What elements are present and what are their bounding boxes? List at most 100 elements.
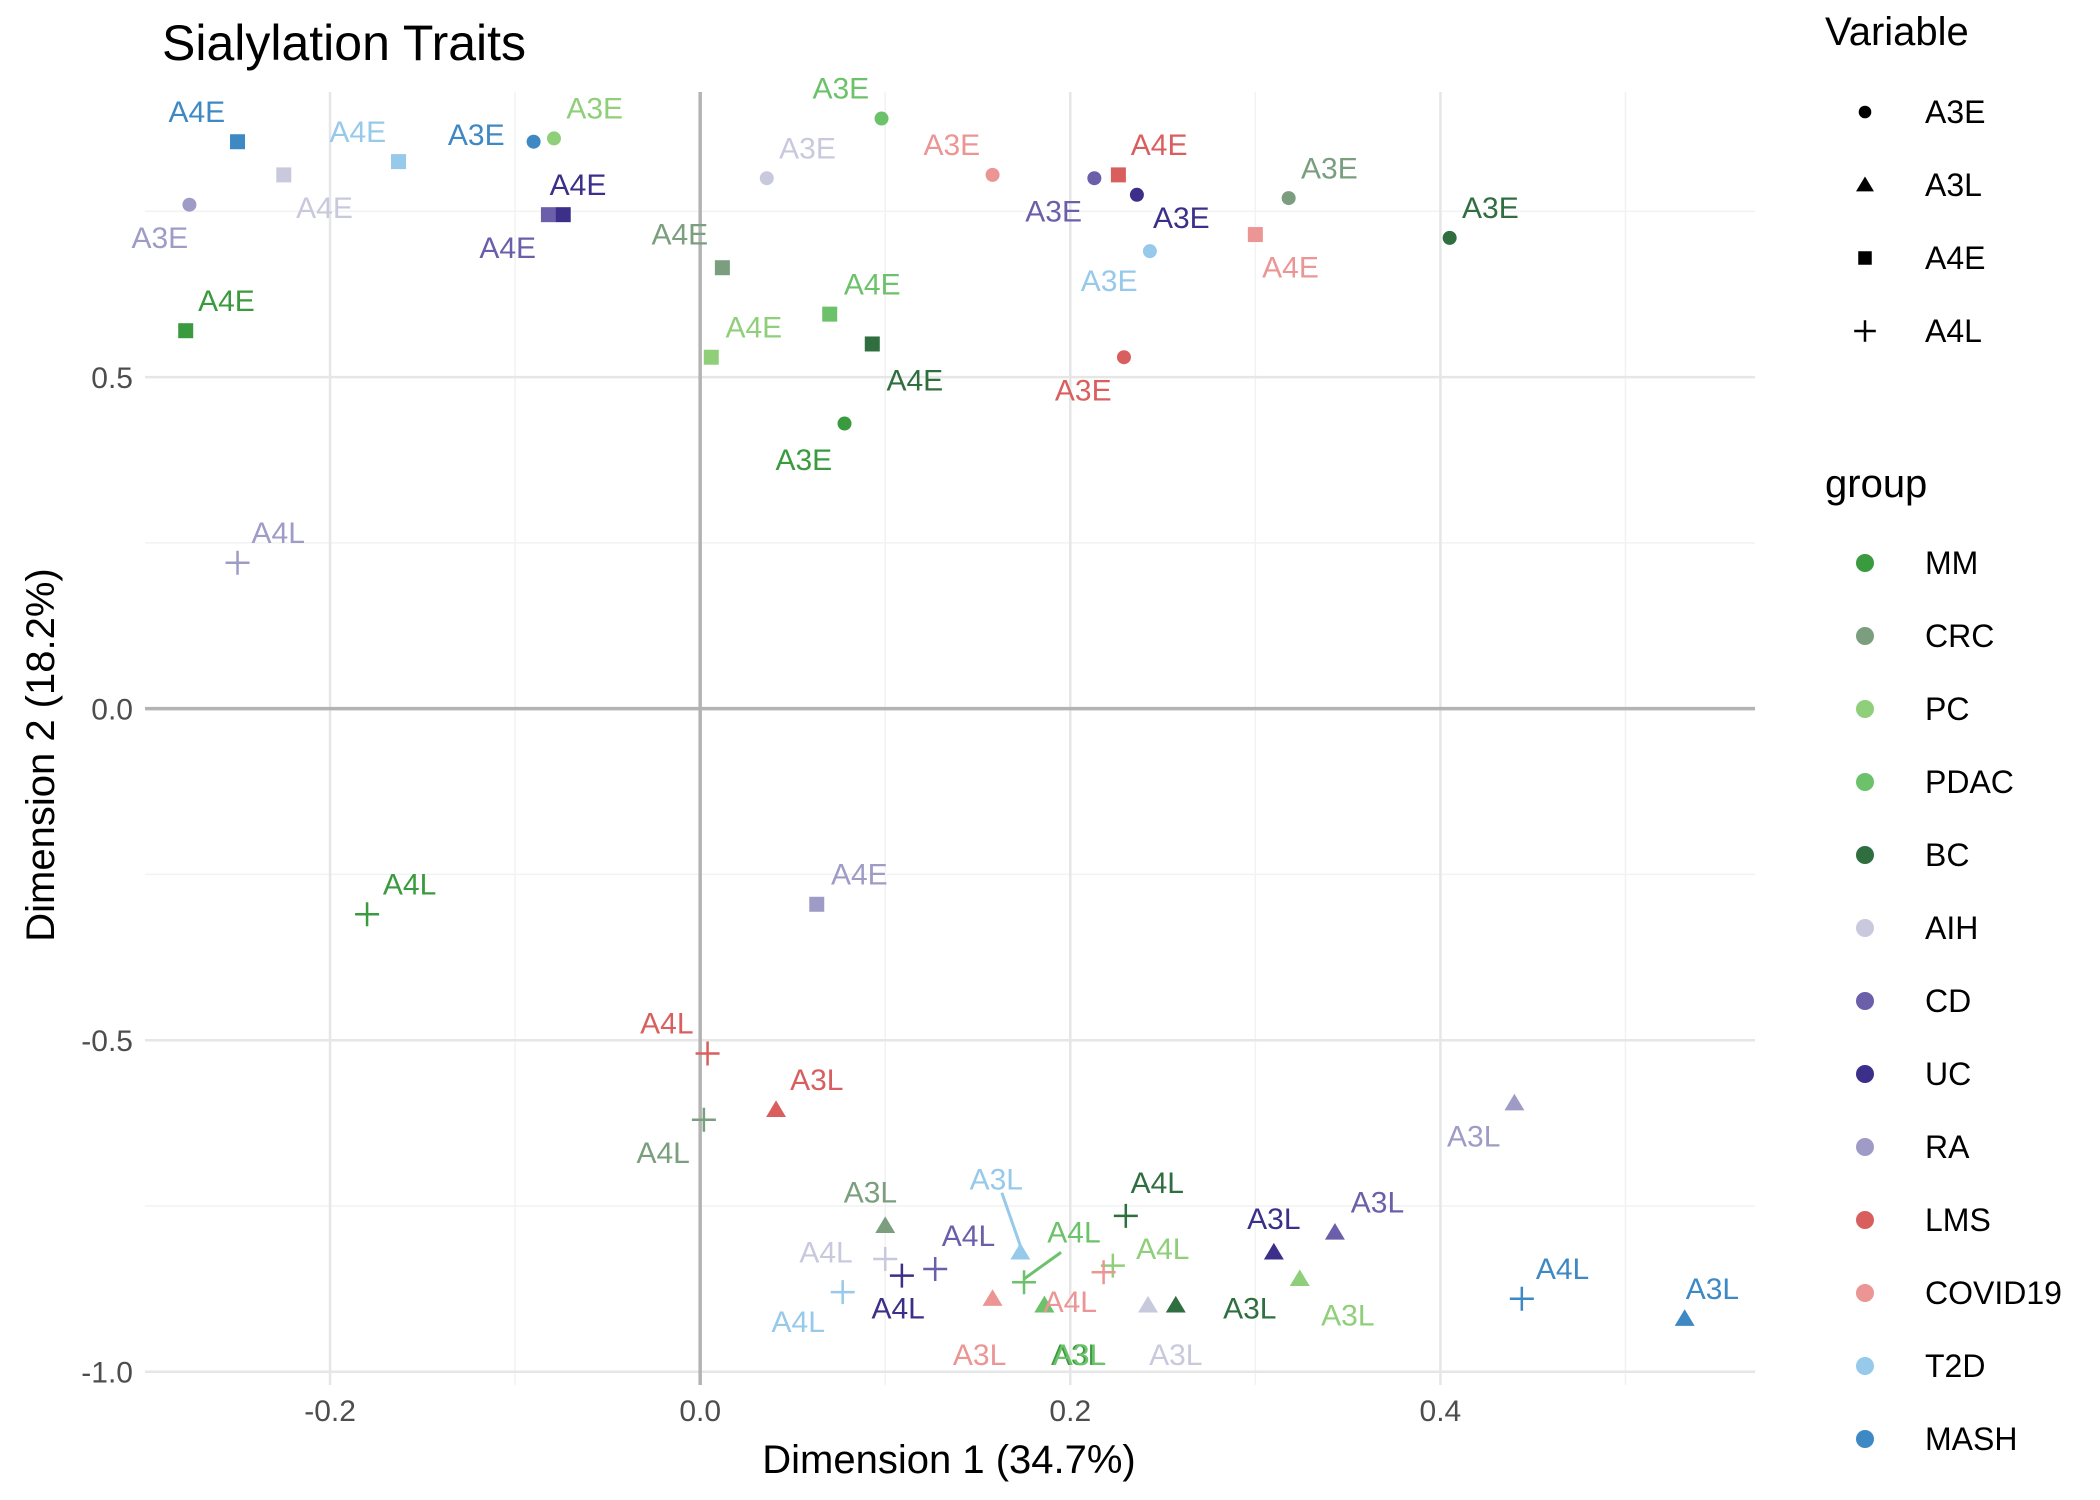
point-ra-a3e — [182, 197, 197, 212]
point-label-covid19-a4l: A4L — [1044, 1286, 1097, 1319]
point-pc-a3e — [546, 131, 561, 146]
legend-swatch-crc — [1856, 627, 1874, 645]
point-uc-a3e — [1129, 187, 1144, 202]
legend-group-label: BC — [1925, 837, 1969, 873]
point-ra-a4l — [225, 550, 250, 575]
point-label-aih-a3e: A3E — [779, 132, 836, 165]
point-covid19-a4l — [1091, 1260, 1116, 1285]
point-ra-a4e — [809, 896, 825, 912]
point-mash-a3e — [526, 134, 541, 149]
point-mash-a4l — [1509, 1286, 1534, 1311]
point-covid19-a3e — [985, 167, 1000, 182]
legend-group-label: AIH — [1925, 910, 1978, 946]
point-label-ra-a3l: A3L — [1447, 1120, 1500, 1153]
point-covid19-a4e — [1247, 227, 1263, 243]
y-tick-label: 0.5 — [91, 362, 133, 395]
connector-t2d — [1000, 1192, 1022, 1247]
point-aih-a3e — [759, 171, 774, 186]
legend-group-label: MASH — [1925, 1421, 2017, 1457]
point-label-pc-a3e: A3E — [566, 93, 623, 126]
point-label-t2d-a4l: A4L — [772, 1306, 825, 1339]
x-tick-label: -0.2 — [304, 1395, 356, 1428]
point-t2d-a4l — [830, 1280, 855, 1305]
point-label-uc-a3l: A3L — [1247, 1203, 1300, 1236]
point-label-covid19-a3e: A3E — [923, 129, 980, 162]
point-label-uc-a4e: A4E — [550, 169, 607, 202]
legend-key-a3e — [1858, 105, 1872, 119]
legend-group-title: group — [1825, 462, 1927, 506]
point-label-cd-a4e: A4E — [479, 232, 536, 265]
legend-group-label: RA — [1925, 1129, 1970, 1165]
point-pc-a4l — [1100, 1253, 1125, 1278]
point-label-mm-a4e: A4E — [198, 285, 255, 318]
point-mash-a4e — [230, 134, 246, 150]
point-label-crc-a4e: A4E — [651, 219, 708, 252]
point-label-mm-a3l: A3L — [1051, 1339, 1104, 1372]
point-label-covid19-a4e: A4E — [1262, 252, 1319, 285]
x-tick-label: 0.2 — [1049, 1395, 1091, 1428]
point-label-pc-a4e: A4E — [725, 311, 782, 344]
point-uc-a4e — [555, 207, 571, 223]
point-label-crc-a4l: A4L — [636, 1137, 689, 1170]
point-cd-a4e — [540, 207, 556, 223]
point-label-pdac-a4e: A4E — [844, 268, 901, 301]
point-crc-a4l — [691, 1107, 716, 1132]
legend-group-label: PDAC — [1925, 764, 2014, 800]
legend-group-label: UC — [1925, 1056, 1971, 1092]
point-label-uc-a3e: A3E — [1153, 202, 1210, 235]
point-aih-a3l — [1138, 1295, 1158, 1313]
zero-lines — [145, 92, 1755, 1385]
point-lms-a4l — [695, 1041, 720, 1066]
legend-swatch-mm — [1856, 554, 1874, 572]
legend-swatch-cd — [1856, 992, 1874, 1010]
point-mm-a4l — [355, 902, 380, 927]
data-points — [178, 111, 1695, 1326]
point-t2d-a3l — [1010, 1242, 1031, 1260]
point-covid19-a3l — [982, 1289, 1003, 1306]
point-mash-a3l — [1674, 1309, 1695, 1326]
legend-variable-label: A4L — [1925, 313, 1982, 349]
x-tick-label: 0.0 — [679, 1395, 721, 1428]
point-label-lms-a3e: A3E — [1055, 374, 1112, 407]
point-label-aih-a4l: A4L — [799, 1236, 852, 1269]
point-label-bc-a3l: A3L — [1223, 1293, 1276, 1326]
point-cd-a3l — [1324, 1222, 1345, 1240]
point-pdac-a3l — [1034, 1295, 1055, 1313]
legend-variable-label: A3E — [1925, 94, 1985, 130]
legend-swatch-pc — [1856, 700, 1874, 718]
plot-panel: A3E A3L A4E A4L A3E A3L A4E A4L A3E A3L A4E A4L A3E A… — [131, 73, 1755, 1385]
y-tick-label: -0.5 — [81, 1025, 133, 1058]
point-aih-a4e — [276, 167, 292, 183]
point-label-pdac-a3l: A3L — [1053, 1339, 1106, 1372]
point-label-mash-a3l: A3L — [1686, 1273, 1739, 1306]
point-cd-a4l — [923, 1256, 948, 1281]
point-label-lms-a4l: A4L — [640, 1008, 693, 1041]
point-pdac-a4e — [822, 306, 838, 322]
point-t2d-a4e — [391, 154, 407, 170]
point-pc-a4e — [703, 349, 719, 365]
legend-swatch-lms — [1856, 1211, 1874, 1229]
point-label-aih-a3l: A3L — [1149, 1339, 1202, 1372]
point-mm-a3e — [837, 416, 852, 431]
point-label-uc-a4l: A4L — [871, 1293, 924, 1326]
point-label-bc-a4l: A4L — [1131, 1167, 1184, 1200]
point-label-mash-a4e: A4E — [168, 96, 225, 129]
point-label-t2d-a4e: A4E — [329, 116, 386, 149]
point-label-lms-a3l: A3L — [790, 1064, 843, 1097]
point-uc-a4l — [889, 1263, 914, 1288]
legend-swatch-aih — [1856, 919, 1874, 937]
legend-swatch-covid19 — [1856, 1284, 1874, 1302]
legend-group-label: T2D — [1925, 1348, 1985, 1384]
point-label-ra-a4e: A4E — [831, 858, 888, 891]
point-label-mash-a4l: A4L — [1536, 1253, 1589, 1286]
point-labels: A3E A3L A4E A4L A3E A3L A4E A4L A3E A3L A4E A4L A3E A… — [131, 73, 1739, 1372]
point-label-mm-a4l: A4L — [383, 868, 436, 901]
legend-swatch-bc — [1856, 846, 1874, 864]
x-tick-label: 0.4 — [1420, 1395, 1462, 1428]
point-label-ra-a4l: A4L — [252, 517, 305, 550]
legend-key-a4e — [1858, 251, 1872, 265]
point-label-mash-a3e: A3E — [448, 119, 505, 152]
point-crc-a4e — [714, 260, 730, 276]
legend-variable: Variable A3E A3L A4E A4L — [1825, 10, 1985, 349]
